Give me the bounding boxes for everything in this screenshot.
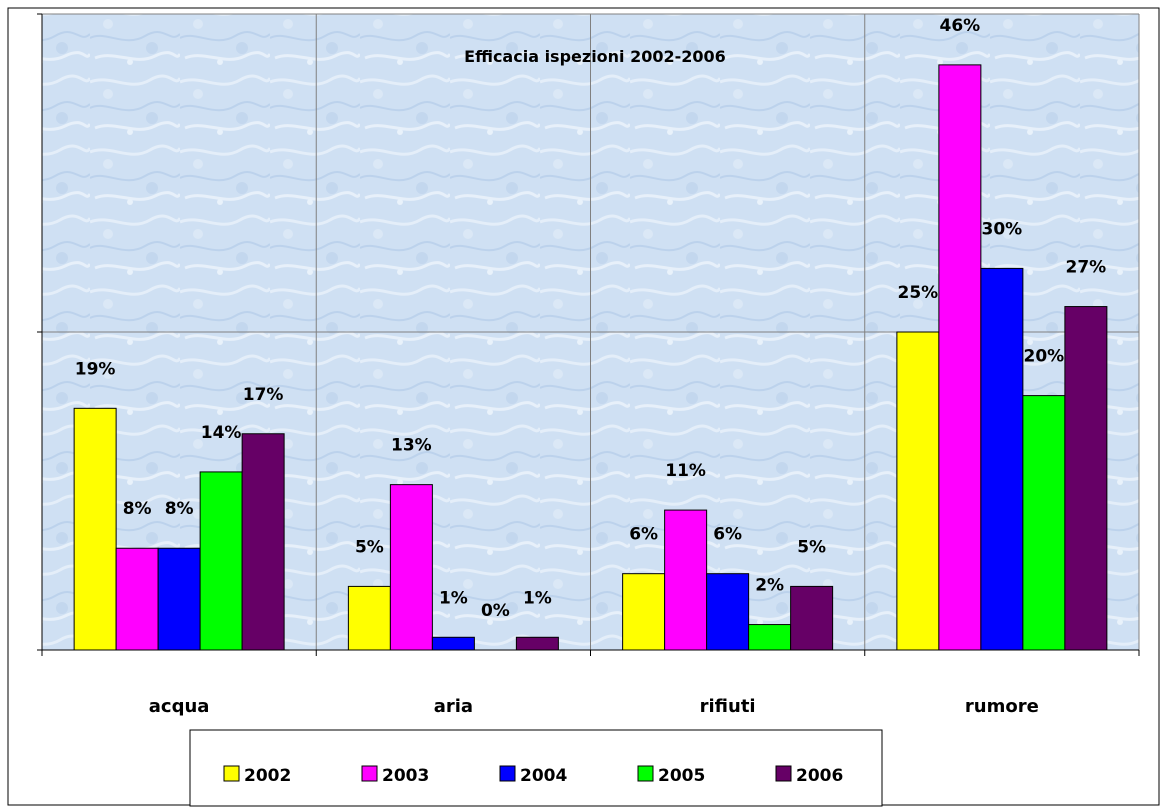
legend-label: 2005	[658, 766, 705, 786]
data-label: 6%	[629, 525, 658, 545]
category-label: rifiuti	[700, 696, 756, 717]
data-label: 8%	[165, 499, 194, 519]
legend-label: 2003	[382, 766, 429, 786]
bar-rifiuti-2004	[706, 573, 750, 651]
bar-acqua-2004	[157, 547, 201, 651]
bar-acqua-2006	[241, 433, 285, 651]
legend-label: 2002	[244, 766, 291, 786]
bar-acqua-2005	[199, 471, 243, 651]
bar-aria-2003	[389, 484, 433, 651]
data-label: 5%	[797, 537, 826, 557]
bar-rifiuti-2006	[790, 585, 834, 651]
data-labels: 19% 5% 6% 25% 8% 13% 11% 46% 8% 1% 6% 30% 14% 0% 2% 20%…	[75, 16, 1106, 621]
data-label: 14%	[201, 423, 242, 443]
category-label: rumore	[965, 696, 1039, 717]
category-labels: acqua aria rifiuti rumore	[149, 696, 1039, 717]
data-label: 20%	[1024, 347, 1065, 367]
legend-swatch	[775, 765, 792, 782]
legend-swatch	[499, 765, 516, 782]
data-label: 2%	[755, 576, 784, 596]
legend-items: 2002 2003 2004 2005 2006	[223, 765, 843, 786]
legend-label: 2004	[520, 766, 567, 786]
bar-rumore-2004	[980, 267, 1024, 651]
bar-rumore-2005	[1022, 395, 1066, 651]
data-label: 1%	[523, 588, 552, 608]
legend-swatch	[637, 765, 654, 782]
data-label: 25%	[898, 283, 939, 303]
data-label: 5%	[355, 537, 384, 557]
bar-acqua-2003	[115, 547, 159, 651]
bar-aria-2006	[515, 636, 559, 651]
data-label: 30%	[982, 219, 1023, 239]
bar-rumore-2003	[938, 64, 982, 651]
bar-rumore-2006	[1064, 306, 1108, 651]
bar-rumore-2002	[896, 331, 940, 651]
bar-rifiuti-2003	[664, 509, 708, 651]
data-label: 17%	[243, 385, 284, 405]
bar-aria-2004	[431, 636, 475, 651]
legend: 2002 2003 2004 2005 2006	[189, 729, 883, 807]
category-label: acqua	[149, 696, 210, 717]
data-label: 19%	[75, 359, 116, 379]
bar-acqua-2002	[73, 407, 117, 651]
data-label: 11%	[665, 461, 706, 481]
chart-title: Efficacia ispezioni 2002-2006	[464, 47, 726, 66]
category-label: aria	[434, 696, 473, 717]
data-label: 8%	[123, 499, 152, 519]
data-label: 0%	[481, 601, 510, 621]
data-label: 27%	[1066, 258, 1107, 278]
bars	[73, 64, 1108, 651]
bar-rifiuti-2005	[748, 624, 792, 651]
bar-aria-2002	[347, 585, 391, 651]
legend-label: 2006	[796, 766, 843, 786]
legend-swatch	[223, 765, 240, 782]
data-label: 13%	[391, 436, 432, 456]
legend-swatch	[361, 765, 378, 782]
bar-rifiuti-2002	[622, 573, 666, 651]
axes	[37, 13, 1140, 656]
legend-box	[189, 729, 883, 807]
data-label: 46%	[940, 16, 981, 36]
data-label: 1%	[439, 588, 468, 608]
data-label: 6%	[713, 525, 742, 545]
